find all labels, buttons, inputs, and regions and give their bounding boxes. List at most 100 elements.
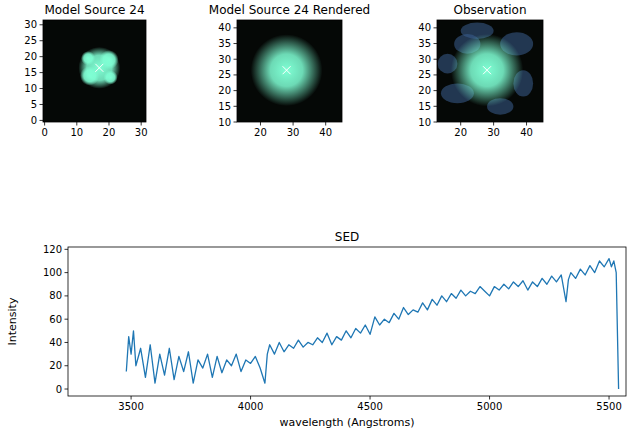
x-tick <box>489 396 490 400</box>
y-tick-label: 20 <box>49 360 62 371</box>
y-tick <box>434 59 438 60</box>
y-tick-label: 30 <box>418 54 431 65</box>
y-tick <box>434 27 438 28</box>
y-tick-label: 30 <box>24 19 37 30</box>
center-marker <box>483 66 491 74</box>
axes: 20304010152025303540Observation <box>418 3 543 138</box>
figure: 0 10 20 30 0 5 10 15 20 25 30 Model Source 24 20 30 40… <box>0 0 630 437</box>
frame <box>68 247 626 396</box>
x-tick <box>293 122 294 126</box>
y-tick-label: 10 <box>418 117 431 128</box>
image <box>237 20 342 122</box>
y-tick <box>65 365 69 366</box>
y-tick-label: 25 <box>24 35 37 46</box>
y-tick <box>65 319 69 320</box>
plot-area <box>126 259 618 389</box>
source-blob <box>78 47 120 89</box>
y-tick-label: 60 <box>49 314 62 325</box>
y-tick <box>65 295 69 296</box>
x-tick-label: 3500 <box>118 401 143 412</box>
source-lobe <box>104 70 118 84</box>
y-tick <box>234 122 238 123</box>
x-tick-label: 10 <box>70 127 83 138</box>
x-tick <box>131 396 132 400</box>
x-axis-title: wavelength (Angstroms) <box>279 416 414 429</box>
y-tick-label: 30 <box>218 54 231 65</box>
image-ground <box>437 20 543 122</box>
center-marker <box>95 64 103 72</box>
y-tick-label: 5 <box>31 99 37 110</box>
y-tick-label: 35 <box>218 38 231 49</box>
y-tick <box>65 272 69 273</box>
title: Model Source 24 <box>44 3 144 17</box>
y-tick <box>434 106 438 107</box>
y-tick-label: 40 <box>218 22 231 33</box>
frame <box>437 20 543 122</box>
x-tick <box>325 122 326 126</box>
y-tick-label: 20 <box>24 51 37 62</box>
axes: 20304010152025303540Model Source 24 Rend… <box>209 3 370 138</box>
x-tick-label: 4000 <box>238 401 263 412</box>
y-tick <box>40 24 44 25</box>
sed-line <box>126 259 618 389</box>
y-tick <box>434 43 438 44</box>
y-tick-label: 120 <box>43 244 62 255</box>
y-tick <box>434 90 438 91</box>
x-tick-label: 0 <box>41 127 47 138</box>
source-lobe <box>81 51 95 65</box>
y-tick <box>40 88 44 89</box>
x-tick <box>526 122 527 126</box>
y-tick <box>234 106 238 107</box>
y-tick <box>40 56 44 57</box>
x-tick <box>141 122 142 126</box>
axes: 0 10 20 30 0 5 10 15 20 25 30 Model Source 24 <box>24 3 147 138</box>
source-blob <box>451 34 523 106</box>
x-tick-label: 30 <box>135 127 148 138</box>
y-tick-label: 40 <box>49 337 62 348</box>
frame <box>43 20 146 122</box>
x-tick-label: 30 <box>287 127 300 138</box>
x-tick <box>460 122 461 126</box>
title: Observation <box>453 3 526 17</box>
y-tick-label: 20 <box>418 85 431 96</box>
y-tick <box>234 90 238 91</box>
x-tick <box>260 122 261 126</box>
x-tick <box>370 396 371 400</box>
x-tick <box>44 122 45 126</box>
x-tick <box>76 122 77 126</box>
y-tick-label: 25 <box>418 69 431 80</box>
y-tick <box>234 59 238 60</box>
y-tick <box>65 389 69 390</box>
y-tick <box>234 43 238 44</box>
y-tick-label: 10 <box>218 117 231 128</box>
title: SED <box>335 230 359 244</box>
y-tick-label: 35 <box>418 38 431 49</box>
frame <box>237 20 342 122</box>
x-tick <box>609 396 610 400</box>
image-ground <box>43 20 146 122</box>
x-tick <box>108 122 109 126</box>
y-tick-label: 40 <box>418 22 431 33</box>
source-lobe <box>80 66 99 85</box>
y-tick <box>40 104 44 105</box>
y-tick-label: 100 <box>43 267 62 278</box>
y-tick-label: 15 <box>24 67 37 78</box>
y-tick-label: 0 <box>31 115 37 126</box>
x-tick <box>250 396 251 400</box>
y-tick-label: 25 <box>218 69 231 80</box>
y-tick-label: 80 <box>49 290 62 301</box>
y-tick-label: 15 <box>418 101 431 112</box>
x-tick-label: 40 <box>319 127 332 138</box>
y-tick <box>65 342 69 343</box>
y-tick-label: 10 <box>24 83 37 94</box>
y-tick-label: 15 <box>218 101 231 112</box>
y-tick <box>434 122 438 123</box>
x-tick-label: 30 <box>487 127 500 138</box>
source-blob <box>251 34 323 106</box>
x-tick-label: 20 <box>103 127 116 138</box>
y-tick <box>234 27 238 28</box>
image-ground <box>237 20 342 122</box>
axes: 35004000450050005500020406080100120SEDwa… <box>6 230 626 429</box>
y-tick <box>234 74 238 75</box>
y-tick <box>434 74 438 75</box>
